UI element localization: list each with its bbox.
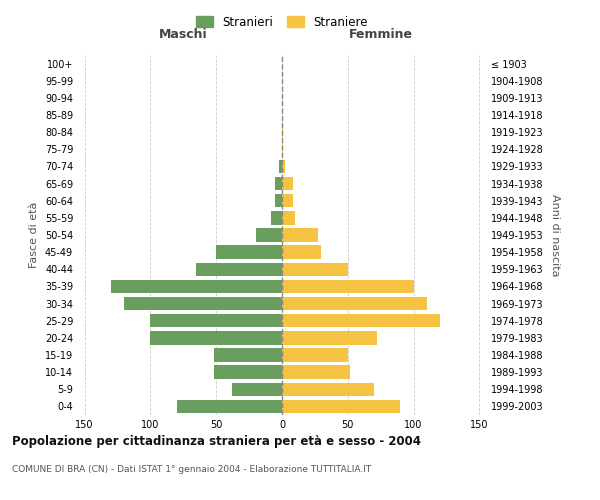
Bar	[214, 366, 282, 379]
Bar	[282, 126, 283, 139]
Bar	[271, 211, 282, 224]
Bar	[151, 331, 282, 344]
Y-axis label: Anni di nascita: Anni di nascita	[550, 194, 560, 276]
Legend: Stranieri, Straniere: Stranieri, Straniere	[191, 11, 373, 34]
Bar	[282, 177, 293, 190]
Bar	[256, 228, 282, 241]
Bar	[275, 177, 282, 190]
Bar	[282, 194, 293, 207]
Bar	[151, 314, 282, 328]
Bar	[282, 142, 283, 156]
Text: COMUNE DI BRA (CN) - Dati ISTAT 1° gennaio 2004 - Elaborazione TUTTITALIA.IT: COMUNE DI BRA (CN) - Dati ISTAT 1° genna…	[12, 465, 371, 474]
Bar	[214, 348, 282, 362]
Bar	[282, 211, 295, 224]
Bar	[282, 280, 413, 293]
Bar	[282, 262, 348, 276]
Bar	[216, 246, 282, 259]
Bar	[282, 400, 400, 413]
Bar	[196, 262, 282, 276]
Bar	[280, 160, 282, 173]
Bar	[275, 194, 282, 207]
Bar	[177, 400, 282, 413]
Bar	[232, 382, 282, 396]
Bar	[282, 366, 350, 379]
Text: Femmine: Femmine	[349, 28, 413, 42]
Y-axis label: Fasce di età: Fasce di età	[29, 202, 39, 268]
Bar	[282, 331, 377, 344]
Bar	[124, 297, 282, 310]
Bar	[282, 246, 322, 259]
Bar	[282, 348, 348, 362]
Bar	[282, 297, 427, 310]
Bar	[111, 280, 282, 293]
Bar	[282, 228, 317, 241]
Bar	[282, 382, 374, 396]
Text: Maschi: Maschi	[159, 28, 208, 42]
Text: Popolazione per cittadinanza straniera per età e sesso - 2004: Popolazione per cittadinanza straniera p…	[12, 435, 421, 448]
Bar	[282, 314, 440, 328]
Bar	[282, 160, 284, 173]
